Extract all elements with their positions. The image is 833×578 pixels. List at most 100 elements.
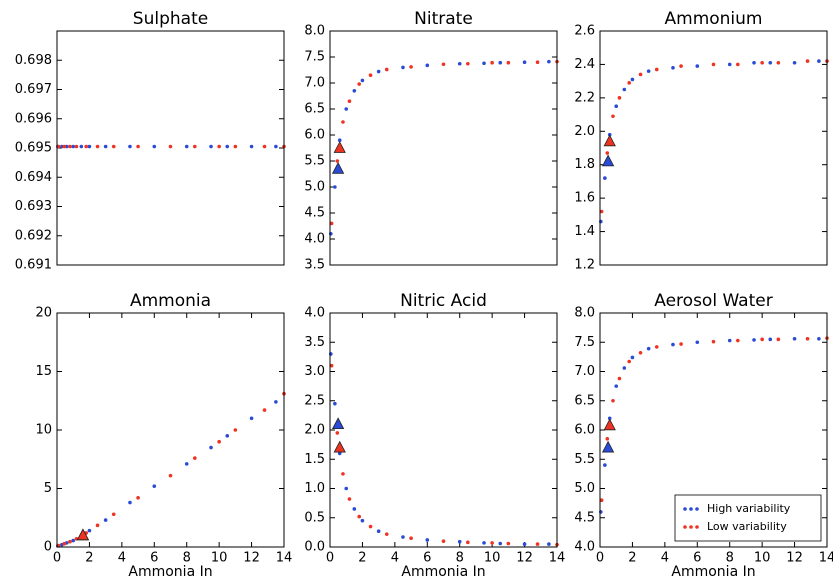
point xyxy=(671,65,675,70)
point xyxy=(368,524,373,529)
point xyxy=(627,81,631,85)
x-tick-label: 14 xyxy=(819,551,833,566)
panel-title: Nitrate xyxy=(414,9,473,29)
y-tick-label: 0.693 xyxy=(15,199,52,214)
x-tick-label: 14 xyxy=(276,551,293,566)
x-axis-label: Ammonia In xyxy=(401,564,485,578)
point xyxy=(128,500,132,505)
x-tick-label: 6 xyxy=(150,551,158,566)
y-tick-label: 5.5 xyxy=(574,452,595,467)
point xyxy=(384,532,389,536)
point xyxy=(352,89,357,93)
triangle-marker xyxy=(331,417,345,430)
point xyxy=(752,60,756,65)
point xyxy=(671,342,675,347)
axes-frame xyxy=(329,312,558,548)
point xyxy=(193,456,197,460)
x-tick-label: 8 xyxy=(456,551,464,566)
y-tick-label: 4.5 xyxy=(304,206,325,221)
point xyxy=(617,96,622,100)
y-tick-label: 5.5 xyxy=(304,154,325,169)
point xyxy=(760,60,764,65)
point xyxy=(752,338,756,342)
point xyxy=(168,144,173,149)
y-tick-label: 3.0 xyxy=(304,364,325,379)
x-axis-label: Ammonia In xyxy=(671,564,755,578)
y-tick-label: 10 xyxy=(35,423,52,438)
point xyxy=(760,337,764,342)
point xyxy=(409,536,413,541)
y-tick-label: 2.6 xyxy=(574,24,595,39)
point xyxy=(736,62,740,67)
point xyxy=(622,366,627,370)
point xyxy=(357,82,361,86)
point xyxy=(605,436,610,441)
x-tick-label: 0 xyxy=(326,551,334,566)
y-tick-label: 6.5 xyxy=(304,102,325,117)
point xyxy=(360,78,365,83)
point xyxy=(217,144,221,149)
point xyxy=(603,463,607,467)
axes-frame xyxy=(56,312,285,548)
y-tick-label: 0.691 xyxy=(15,258,52,273)
y-tick-label: 6.5 xyxy=(574,393,595,408)
point xyxy=(71,144,76,149)
point xyxy=(736,338,740,343)
legend-dot xyxy=(683,507,687,511)
point xyxy=(409,65,413,69)
point xyxy=(95,523,100,528)
point xyxy=(168,473,173,478)
y-tick-label: 8.0 xyxy=(574,306,595,321)
point xyxy=(152,144,157,149)
axes-frame xyxy=(599,312,828,548)
point xyxy=(337,451,342,456)
point xyxy=(344,486,349,491)
point xyxy=(360,518,365,523)
point xyxy=(95,144,100,149)
point xyxy=(482,61,486,66)
panel-title: Ammonia xyxy=(130,291,211,311)
triangle-marker xyxy=(76,528,90,541)
point xyxy=(535,60,540,64)
point xyxy=(646,69,651,73)
x-tick-label: 8 xyxy=(726,551,734,566)
point xyxy=(638,72,643,77)
point xyxy=(679,64,683,68)
point xyxy=(498,541,503,546)
legend-box xyxy=(674,494,822,542)
x-tick-label: 4 xyxy=(661,551,669,566)
triangle-marker xyxy=(601,154,615,167)
point xyxy=(522,60,527,64)
y-tick-label: 1.2 xyxy=(574,258,595,273)
point xyxy=(87,144,92,149)
point xyxy=(71,538,76,543)
panel-title: Nitric Acid xyxy=(400,291,487,311)
point xyxy=(333,185,337,189)
point xyxy=(792,336,797,341)
y-tick-label: 1.8 xyxy=(574,157,595,172)
point xyxy=(711,339,716,344)
point xyxy=(376,69,381,74)
point xyxy=(103,144,108,149)
y-tick-label: 3.5 xyxy=(304,258,325,273)
point xyxy=(209,144,213,149)
point xyxy=(630,355,635,360)
point xyxy=(695,340,700,345)
x-tick-label: 2 xyxy=(85,551,93,566)
x-tick-label: 10 xyxy=(484,551,501,566)
point xyxy=(225,144,230,149)
point xyxy=(638,350,643,355)
y-tick-label: 0.692 xyxy=(15,228,52,243)
triangle-marker xyxy=(603,134,616,147)
point xyxy=(368,73,373,77)
point xyxy=(768,337,773,342)
point xyxy=(547,59,551,64)
point xyxy=(490,60,494,65)
point xyxy=(128,144,132,149)
point xyxy=(335,431,340,435)
x-tick-label: 4 xyxy=(391,551,399,566)
point xyxy=(84,144,88,149)
panel-title: Sulphate xyxy=(133,9,208,29)
y-tick-label: 2.0 xyxy=(304,423,325,438)
